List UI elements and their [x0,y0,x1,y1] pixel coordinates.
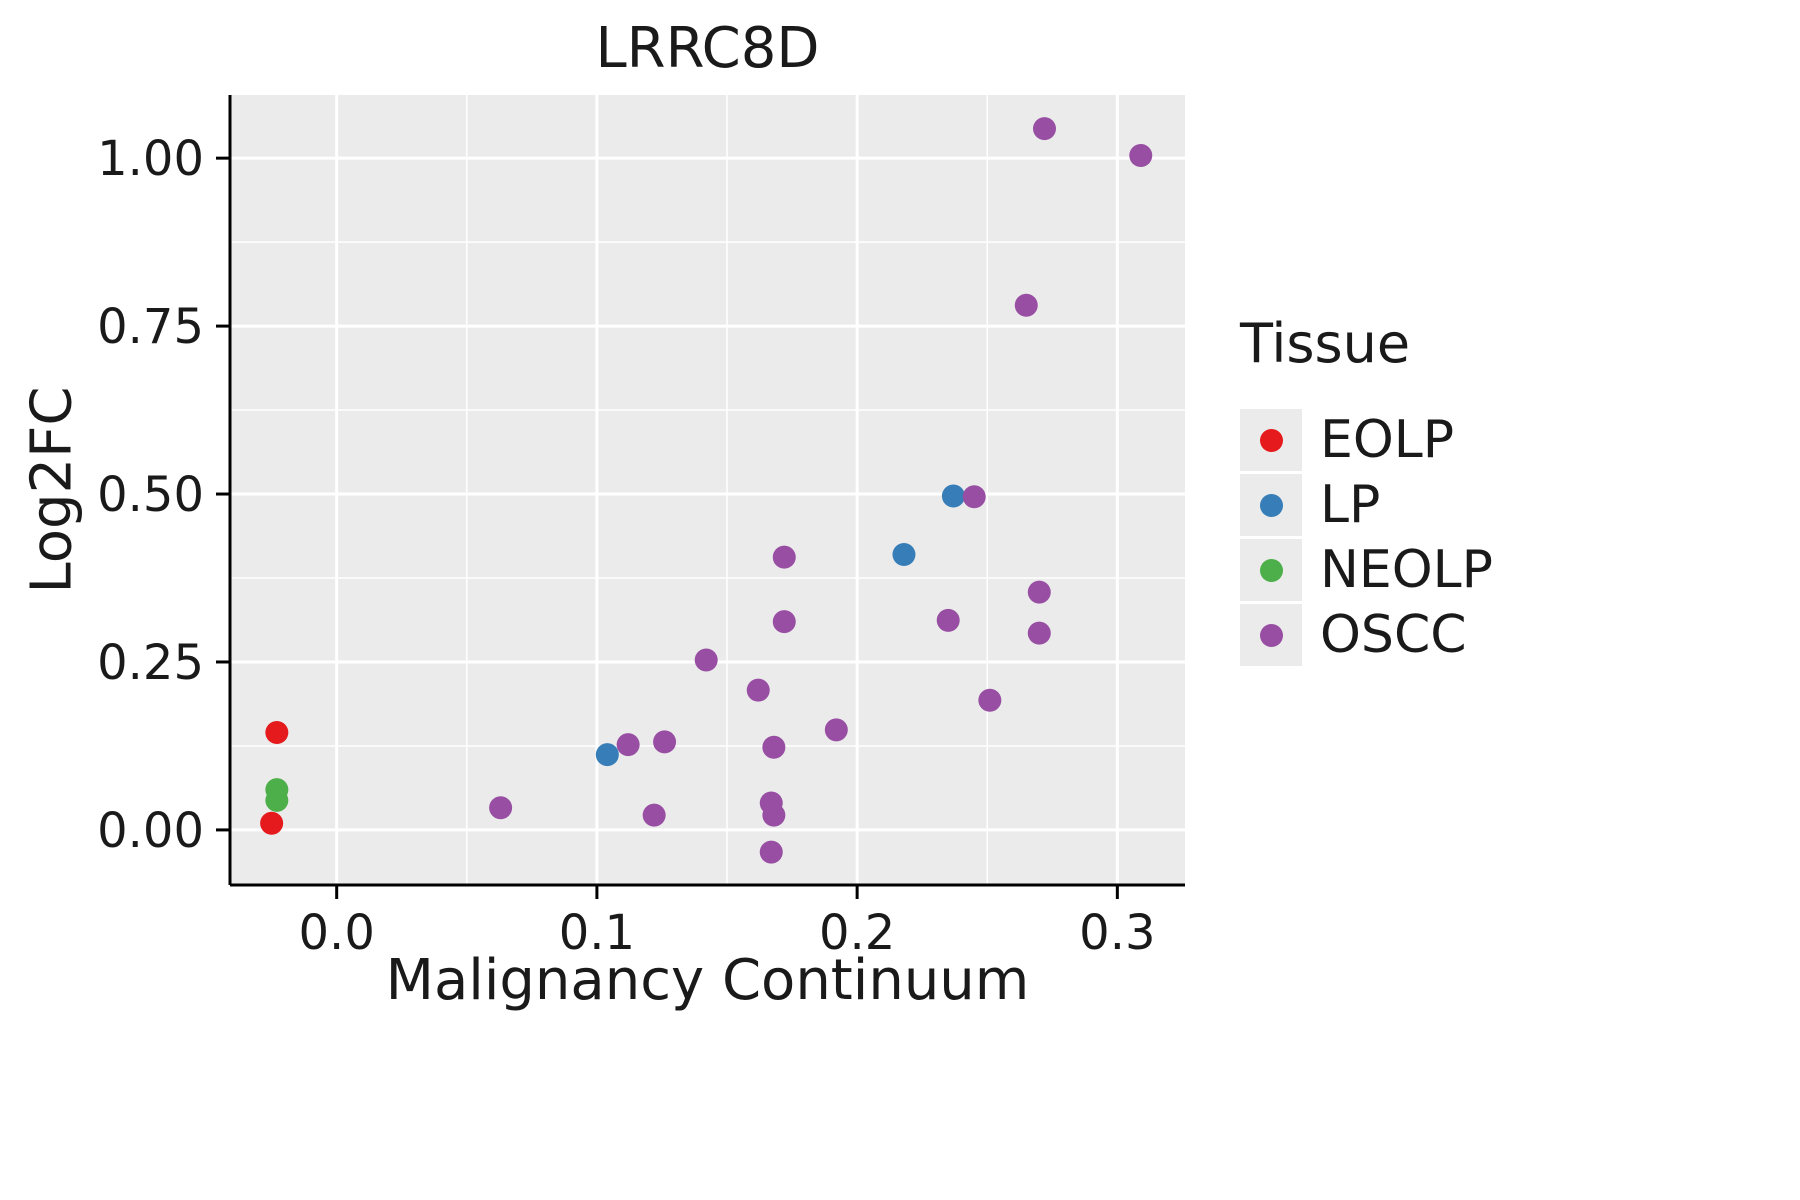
data-point-oscc [759,840,783,864]
data-point-lp [595,743,619,767]
legend-title: Tissue [1240,312,1411,375]
y-tick-label: 1.00 [97,131,204,187]
data-point-eolp [260,811,284,835]
data-point-lp [892,542,916,566]
data-point-neolp [265,788,289,812]
data-point-oscc [824,718,848,742]
data-point-oscc [962,485,986,509]
data-point-oscc [762,735,786,759]
legend-item-label: NEOLP [1320,540,1494,600]
x-tick-label: 0.1 [559,905,635,961]
oscc-dot-icon [1259,623,1283,647]
legend-item-eolp: EOLP [1240,409,1493,471]
legend-item-oscc: OSCC [1240,604,1493,666]
data-point-oscc [772,545,796,569]
data-point-oscc [489,796,513,820]
x-axis-title: Malignancy Continuum [385,948,1030,1013]
lp-dot-icon [1259,493,1283,517]
legend-item-label: LP [1320,475,1381,535]
x-tick-label: 0.2 [819,905,895,961]
legend-item-label: OSCC [1320,605,1467,665]
data-point-oscc [653,730,677,754]
legend-key [1240,474,1302,536]
data-point-eolp [265,721,289,745]
data-point-oscc [1129,143,1153,167]
plot-panel [230,95,1185,885]
data-point-oscc [642,803,666,827]
data-point-oscc [1027,621,1051,645]
x-tick-label: 0.3 [1079,905,1155,961]
data-point-oscc [1032,117,1056,141]
neolp-dot-icon [1259,558,1283,582]
legend-key [1240,604,1302,666]
y-axis-title: Log2FC [19,386,85,594]
data-point-oscc [936,608,960,632]
legend-item-label: EOLP [1320,410,1455,470]
eolp-dot-icon [1259,428,1283,452]
x-tick-label: 0.0 [299,905,375,961]
data-point-oscc [746,678,770,702]
data-point-oscc [1014,293,1038,317]
data-point-lp [941,484,965,508]
y-tick-label: 0.25 [97,635,204,691]
legend-item-lp: LP [1240,474,1493,536]
legend: Tissue EOLP LP NEOLP OSCC [1240,312,1493,669]
data-point-oscc [694,648,718,672]
legend-key [1240,539,1302,601]
data-point-oscc [1027,580,1051,604]
data-point-oscc [616,733,640,757]
y-tick-label: 0.50 [97,467,204,523]
legend-key [1240,409,1302,471]
y-tick-label: 0.00 [97,803,204,859]
data-point-oscc [772,610,796,634]
chart-title: LRRC8D [595,16,820,81]
y-tick-label: 0.75 [97,299,204,355]
legend-item-neolp: NEOLP [1240,539,1493,601]
data-point-oscc [978,688,1002,712]
data-point-oscc [762,803,786,827]
